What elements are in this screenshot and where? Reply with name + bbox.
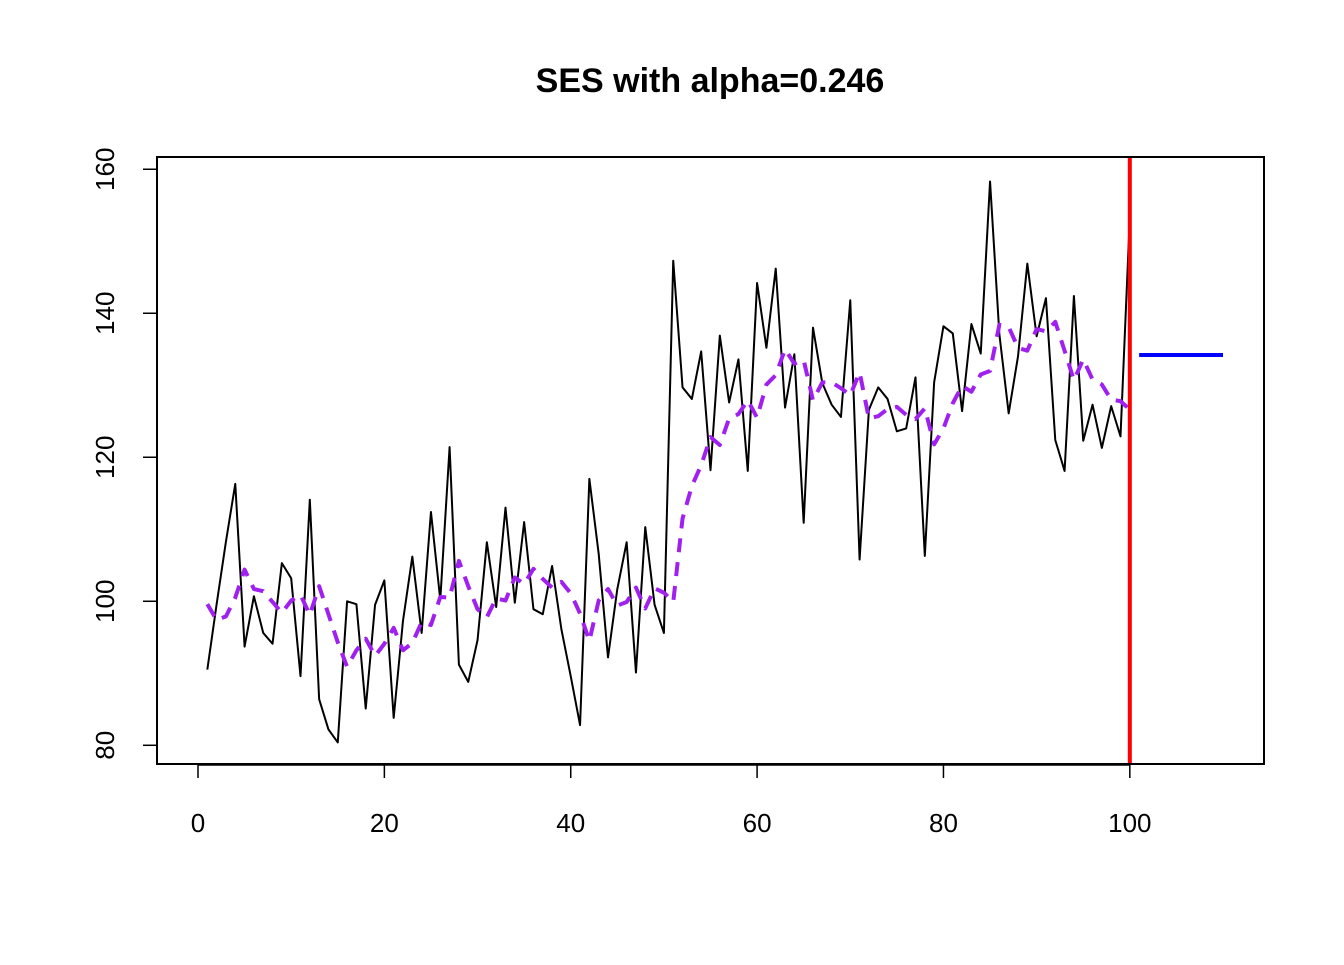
x-tick-label: 100 [1108,808,1151,838]
x-tick-label: 40 [556,808,585,838]
y-tick-label: 120 [90,436,120,479]
x-tick-label: 60 [743,808,772,838]
y-tick-label: 160 [90,148,120,191]
chart-title: SES with alpha=0.246 [536,62,885,100]
y-tick-label: 140 [90,292,120,335]
y-tick-label: 100 [90,580,120,623]
plot-frame [156,156,1265,765]
x-tick-label: 0 [191,808,205,838]
observed-series-line [206,180,1131,744]
x-tick-label: 20 [370,808,399,838]
x-tick-label: 80 [929,808,958,838]
series-layer [205,180,1223,744]
y-tick-label: 80 [90,731,120,760]
y-axis: 80 100 120 140 160 [90,148,158,760]
